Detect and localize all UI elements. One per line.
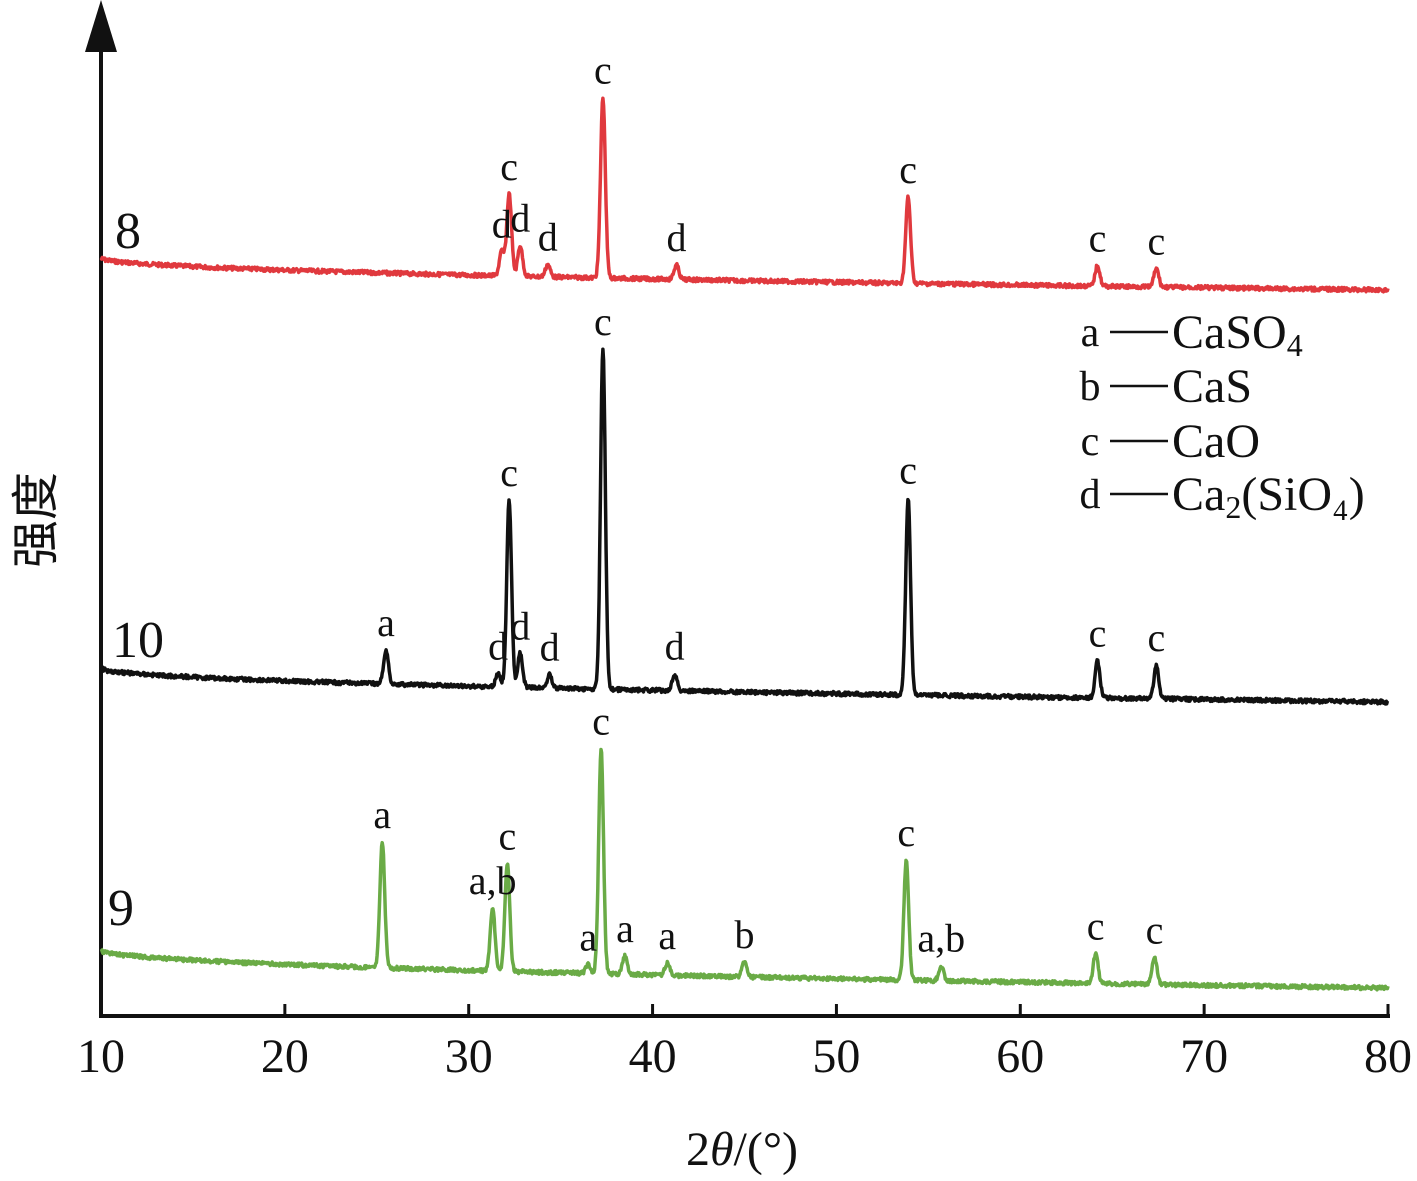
x-tick-label: 30 bbox=[445, 1030, 493, 1083]
peak-label: a,b bbox=[917, 916, 965, 961]
x-tick-label: 20 bbox=[261, 1030, 309, 1083]
legend: a CaSO4 b CaS c CaO d Ca2(SiO₄) bbox=[1080, 306, 1365, 525]
legend-formula: Ca2(SiO₄) bbox=[1172, 468, 1365, 525]
legend-formula: CaO bbox=[1172, 415, 1260, 468]
series-label: 9 bbox=[108, 880, 134, 937]
peak-label: a,b bbox=[469, 858, 517, 903]
peak-label: c bbox=[1147, 219, 1165, 264]
peak-label: c bbox=[500, 450, 518, 495]
peak-label: c bbox=[1089, 216, 1107, 261]
series-line bbox=[99, 747, 1390, 992]
x-axis-title: 2θ/(°) bbox=[686, 1123, 798, 1176]
peak-label: d bbox=[538, 215, 558, 260]
x-tick-label: 60 bbox=[996, 1030, 1044, 1083]
peak-label: d bbox=[665, 624, 685, 669]
peak-label: d bbox=[510, 196, 530, 241]
peak-label: c bbox=[498, 813, 516, 858]
legend-key: c bbox=[1081, 419, 1100, 465]
peak-label: c bbox=[592, 699, 610, 744]
y-axis-arrow bbox=[85, 0, 117, 52]
peak-label: c bbox=[594, 48, 612, 93]
series-label: 10 bbox=[112, 612, 164, 669]
legend-key: d bbox=[1080, 472, 1101, 518]
peak-label: d bbox=[492, 201, 512, 246]
x-tick-label: 40 bbox=[629, 1030, 677, 1083]
peak-label: a bbox=[377, 600, 395, 645]
peak-label: d bbox=[510, 603, 530, 648]
peak-label: c bbox=[500, 144, 518, 189]
legend-key: b bbox=[1080, 364, 1101, 410]
peak-label: a bbox=[373, 792, 391, 837]
x-tick-label: 80 bbox=[1364, 1030, 1412, 1083]
peak-label: c bbox=[1147, 615, 1165, 660]
x-tick-label: 70 bbox=[1180, 1030, 1228, 1083]
x-axis-ticks: 10 20 30 40 50 60 70 80 bbox=[77, 1004, 1412, 1083]
series-label: 8 bbox=[115, 203, 141, 260]
peak-label: c bbox=[1089, 611, 1107, 656]
y-axis-title: 强度 bbox=[10, 472, 63, 568]
peak-label: b bbox=[735, 912, 755, 957]
peak-label: d bbox=[666, 215, 686, 260]
series-layer bbox=[99, 96, 1390, 992]
series-line bbox=[99, 347, 1390, 706]
peak-label: c bbox=[1087, 903, 1105, 948]
peak-label: d bbox=[540, 624, 560, 669]
peak-label: a bbox=[658, 913, 676, 958]
series-line bbox=[99, 96, 1390, 294]
legend-formula: CaSO4 bbox=[1172, 306, 1303, 363]
peak-label: c bbox=[899, 448, 917, 493]
x-tick-label: 10 bbox=[77, 1030, 125, 1083]
peak-label: c bbox=[897, 810, 915, 855]
peak-label: a bbox=[616, 906, 634, 951]
legend-key: a bbox=[1081, 310, 1100, 356]
x-tick-label: 50 bbox=[812, 1030, 860, 1083]
peak-label: c bbox=[899, 147, 917, 192]
peak-label: d bbox=[488, 623, 508, 668]
peak-label: a bbox=[579, 914, 597, 959]
peak-label: c bbox=[1146, 907, 1164, 952]
peak-label: c bbox=[594, 299, 612, 344]
legend-formula: CaS bbox=[1172, 360, 1252, 413]
